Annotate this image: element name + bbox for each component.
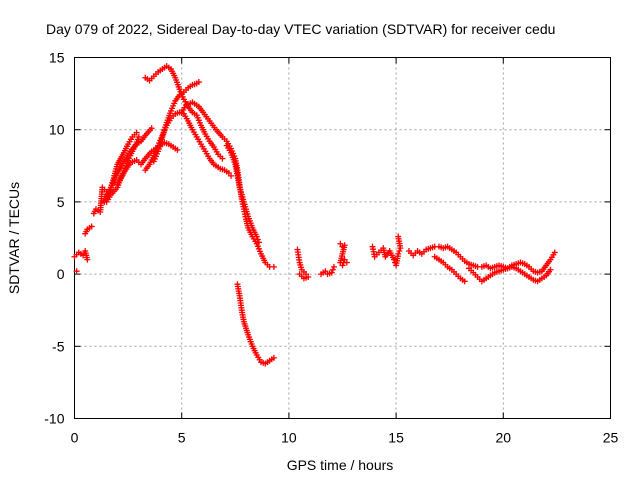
data-point xyxy=(461,278,468,285)
data-point xyxy=(395,250,402,257)
chart-title: Day 079 of 2022, Sidereal Day-to-day VTE… xyxy=(46,21,555,37)
x-tick-label: 10 xyxy=(281,430,297,446)
data-point xyxy=(395,233,402,240)
y-tick-label: 0 xyxy=(57,266,65,282)
y-tick-label: 15 xyxy=(49,50,65,66)
y-axis-label: SDTVAR / TECUs xyxy=(6,182,22,294)
data-point xyxy=(195,79,202,86)
series-arc10 xyxy=(142,63,226,162)
data-point xyxy=(329,266,336,273)
data-point xyxy=(339,262,346,269)
data-point xyxy=(343,259,350,266)
data-point xyxy=(254,236,261,243)
series-arc2 xyxy=(73,268,80,275)
series-arc20 xyxy=(465,263,554,285)
data-point xyxy=(396,247,403,254)
data-point xyxy=(84,256,91,263)
plot-frame xyxy=(74,57,611,419)
y-tick-label: 10 xyxy=(49,122,65,138)
series-arc3 xyxy=(82,223,95,237)
series-arc1 xyxy=(71,247,91,263)
series-arc12 xyxy=(223,142,262,246)
x-tick-label: 0 xyxy=(71,430,79,446)
x-tick-label: 15 xyxy=(388,430,404,446)
series-arc7 xyxy=(114,139,181,188)
data-point xyxy=(135,133,142,140)
data-point xyxy=(551,249,558,256)
data-point xyxy=(255,239,262,246)
series-arc19 xyxy=(431,253,468,285)
grid-lines xyxy=(74,57,611,419)
series-arc17 xyxy=(369,233,404,269)
data-point xyxy=(270,263,277,270)
data-point xyxy=(547,266,554,273)
data-point xyxy=(390,256,397,263)
data-point xyxy=(330,263,337,270)
data-point xyxy=(296,271,303,278)
data-point xyxy=(73,268,80,275)
y-tick-label: -10 xyxy=(44,411,64,427)
y-tick-label: 5 xyxy=(57,194,65,210)
data-markers xyxy=(71,63,558,367)
series-arc6 xyxy=(105,129,140,198)
series-arc11 xyxy=(178,99,277,270)
series-arc8 xyxy=(142,109,235,179)
x-axis-label: GPS time / hours xyxy=(287,457,394,473)
series-arc16 xyxy=(337,240,350,269)
x-tick-label: 20 xyxy=(496,430,512,446)
data-point xyxy=(88,223,95,230)
data-point xyxy=(148,125,155,132)
x-tick-label: 5 xyxy=(178,430,186,446)
data-point xyxy=(270,354,277,361)
data-point xyxy=(174,146,181,153)
series-arc15 xyxy=(318,263,337,278)
data-point xyxy=(228,172,235,179)
y-tick-label: -5 xyxy=(52,338,65,354)
x-tick-label: 25 xyxy=(603,430,619,446)
data-point xyxy=(133,129,140,136)
series-arc13 xyxy=(234,281,277,367)
data-point xyxy=(328,269,335,276)
data-point xyxy=(219,155,226,162)
series-arc18 xyxy=(405,243,558,276)
y-axis-ticks: -10 -5 0 5 10 15 xyxy=(44,50,611,427)
series-arc14 xyxy=(294,246,312,282)
data-point xyxy=(253,233,260,240)
series-arc9 xyxy=(150,79,202,165)
